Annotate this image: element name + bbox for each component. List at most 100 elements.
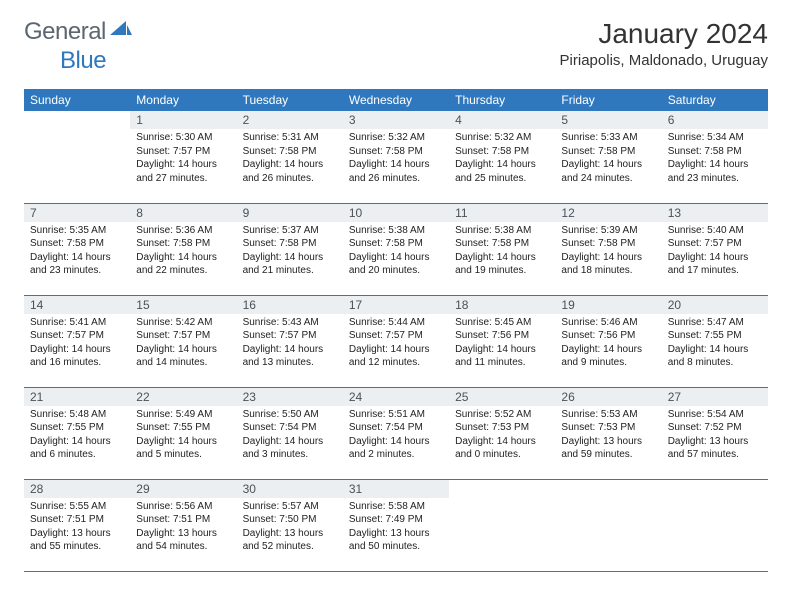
- day-body: [662, 484, 768, 490]
- day-daylight: Daylight: 14 hours and 22 minutes.: [136, 251, 230, 278]
- day-sunset: Sunset: 7:57 PM: [349, 329, 443, 343]
- day-cell: 14Sunrise: 5:41 AMSunset: 7:57 PMDayligh…: [24, 295, 130, 387]
- location-text: Piriapolis, Maldonado, Uruguay: [560, 52, 768, 69]
- week-row: 1Sunrise: 5:30 AMSunset: 7:57 PMDaylight…: [24, 111, 768, 203]
- day-body: Sunrise: 5:58 AMSunset: 7:49 PMDaylight:…: [343, 498, 449, 558]
- day-daylight: Daylight: 14 hours and 14 minutes.: [136, 343, 230, 370]
- day-number: 11: [449, 204, 555, 222]
- day-sunset: Sunset: 7:49 PM: [349, 513, 443, 527]
- day-body: Sunrise: 5:57 AMSunset: 7:50 PMDaylight:…: [237, 498, 343, 558]
- day-cell: [24, 111, 130, 203]
- day-sunrise: Sunrise: 5:56 AM: [136, 500, 230, 514]
- day-number: 5: [555, 111, 661, 129]
- day-sunrise: Sunrise: 5:32 AM: [349, 131, 443, 145]
- day-number: 22: [130, 388, 236, 406]
- day-cell: 16Sunrise: 5:43 AMSunset: 7:57 PMDayligh…: [237, 295, 343, 387]
- day-body: Sunrise: 5:38 AMSunset: 7:58 PMDaylight:…: [449, 222, 555, 282]
- day-sunset: Sunset: 7:57 PM: [668, 237, 762, 251]
- day-sunset: Sunset: 7:53 PM: [561, 421, 655, 435]
- day-daylight: Daylight: 14 hours and 23 minutes.: [668, 158, 762, 185]
- day-number: 14: [24, 296, 130, 314]
- day-daylight: Daylight: 14 hours and 23 minutes.: [30, 251, 124, 278]
- weekday-header: Thursday: [449, 89, 555, 111]
- day-daylight: Daylight: 13 hours and 55 minutes.: [30, 527, 124, 554]
- day-sunset: Sunset: 7:58 PM: [349, 237, 443, 251]
- day-sunset: Sunset: 7:57 PM: [136, 329, 230, 343]
- day-body: Sunrise: 5:46 AMSunset: 7:56 PMDaylight:…: [555, 314, 661, 374]
- day-sunrise: Sunrise: 5:35 AM: [30, 224, 124, 238]
- day-daylight: Daylight: 13 hours and 52 minutes.: [243, 527, 337, 554]
- day-sunset: Sunset: 7:58 PM: [668, 145, 762, 159]
- week-row: 7Sunrise: 5:35 AMSunset: 7:58 PMDaylight…: [24, 203, 768, 295]
- brand-sail-icon: [110, 21, 132, 44]
- day-daylight: Daylight: 14 hours and 26 minutes.: [349, 158, 443, 185]
- day-number: 2: [237, 111, 343, 129]
- weekday-header: Saturday: [662, 89, 768, 111]
- day-sunrise: Sunrise: 5:50 AM: [243, 408, 337, 422]
- day-cell: 6Sunrise: 5:34 AMSunset: 7:58 PMDaylight…: [662, 111, 768, 203]
- day-sunrise: Sunrise: 5:39 AM: [561, 224, 655, 238]
- day-number: 3: [343, 111, 449, 129]
- weekday-header: Sunday: [24, 89, 130, 111]
- day-sunset: Sunset: 7:58 PM: [30, 237, 124, 251]
- day-sunset: Sunset: 7:53 PM: [455, 421, 549, 435]
- day-number: 27: [662, 388, 768, 406]
- day-body: Sunrise: 5:33 AMSunset: 7:58 PMDaylight:…: [555, 129, 661, 189]
- day-sunset: Sunset: 7:54 PM: [243, 421, 337, 435]
- day-cell: 26Sunrise: 5:53 AMSunset: 7:53 PMDayligh…: [555, 387, 661, 479]
- day-cell: 1Sunrise: 5:30 AMSunset: 7:57 PMDaylight…: [130, 111, 236, 203]
- day-cell: [449, 479, 555, 571]
- day-number: 19: [555, 296, 661, 314]
- day-sunset: Sunset: 7:55 PM: [668, 329, 762, 343]
- day-body: Sunrise: 5:55 AMSunset: 7:51 PMDaylight:…: [24, 498, 130, 558]
- day-number: 9: [237, 204, 343, 222]
- day-cell: 23Sunrise: 5:50 AMSunset: 7:54 PMDayligh…: [237, 387, 343, 479]
- day-daylight: Daylight: 13 hours and 59 minutes.: [561, 435, 655, 462]
- week-row: 21Sunrise: 5:48 AMSunset: 7:55 PMDayligh…: [24, 387, 768, 479]
- day-body: Sunrise: 5:51 AMSunset: 7:54 PMDaylight:…: [343, 406, 449, 466]
- day-cell: 3Sunrise: 5:32 AMSunset: 7:58 PMDaylight…: [343, 111, 449, 203]
- day-body: Sunrise: 5:49 AMSunset: 7:55 PMDaylight:…: [130, 406, 236, 466]
- day-sunrise: Sunrise: 5:46 AM: [561, 316, 655, 330]
- weekday-header: Wednesday: [343, 89, 449, 111]
- day-sunrise: Sunrise: 5:49 AM: [136, 408, 230, 422]
- day-sunrise: Sunrise: 5:43 AM: [243, 316, 337, 330]
- day-body: Sunrise: 5:36 AMSunset: 7:58 PMDaylight:…: [130, 222, 236, 282]
- day-body: Sunrise: 5:37 AMSunset: 7:58 PMDaylight:…: [237, 222, 343, 282]
- brand-part1: General: [24, 18, 106, 46]
- day-daylight: Daylight: 14 hours and 21 minutes.: [243, 251, 337, 278]
- day-body: Sunrise: 5:43 AMSunset: 7:57 PMDaylight:…: [237, 314, 343, 374]
- day-sunrise: Sunrise: 5:31 AM: [243, 131, 337, 145]
- day-body: Sunrise: 5:35 AMSunset: 7:58 PMDaylight:…: [24, 222, 130, 282]
- day-daylight: Daylight: 14 hours and 20 minutes.: [349, 251, 443, 278]
- day-daylight: Daylight: 14 hours and 5 minutes.: [136, 435, 230, 462]
- day-number: 30: [237, 480, 343, 498]
- day-daylight: Daylight: 13 hours and 50 minutes.: [349, 527, 443, 554]
- day-sunset: Sunset: 7:57 PM: [136, 145, 230, 159]
- day-daylight: Daylight: 14 hours and 26 minutes.: [243, 158, 337, 185]
- day-number: 24: [343, 388, 449, 406]
- day-cell: 4Sunrise: 5:32 AMSunset: 7:58 PMDaylight…: [449, 111, 555, 203]
- day-sunset: Sunset: 7:54 PM: [349, 421, 443, 435]
- day-number: 7: [24, 204, 130, 222]
- day-daylight: Daylight: 14 hours and 11 minutes.: [455, 343, 549, 370]
- day-sunset: Sunset: 7:55 PM: [30, 421, 124, 435]
- day-number: 12: [555, 204, 661, 222]
- day-cell: 17Sunrise: 5:44 AMSunset: 7:57 PMDayligh…: [343, 295, 449, 387]
- day-cell: 9Sunrise: 5:37 AMSunset: 7:58 PMDaylight…: [237, 203, 343, 295]
- day-sunset: Sunset: 7:51 PM: [136, 513, 230, 527]
- day-number: 15: [130, 296, 236, 314]
- day-number: 17: [343, 296, 449, 314]
- day-body: Sunrise: 5:32 AMSunset: 7:58 PMDaylight:…: [343, 129, 449, 189]
- day-cell: 18Sunrise: 5:45 AMSunset: 7:56 PMDayligh…: [449, 295, 555, 387]
- day-sunrise: Sunrise: 5:58 AM: [349, 500, 443, 514]
- weekday-header: Monday: [130, 89, 236, 111]
- day-cell: 25Sunrise: 5:52 AMSunset: 7:53 PMDayligh…: [449, 387, 555, 479]
- day-sunrise: Sunrise: 5:30 AM: [136, 131, 230, 145]
- day-body: Sunrise: 5:47 AMSunset: 7:55 PMDaylight:…: [662, 314, 768, 374]
- weekday-header-row: Sunday Monday Tuesday Wednesday Thursday…: [24, 89, 768, 111]
- day-daylight: Daylight: 14 hours and 18 minutes.: [561, 251, 655, 278]
- day-body: Sunrise: 5:56 AMSunset: 7:51 PMDaylight:…: [130, 498, 236, 558]
- day-cell: 28Sunrise: 5:55 AMSunset: 7:51 PMDayligh…: [24, 479, 130, 571]
- day-cell: 27Sunrise: 5:54 AMSunset: 7:52 PMDayligh…: [662, 387, 768, 479]
